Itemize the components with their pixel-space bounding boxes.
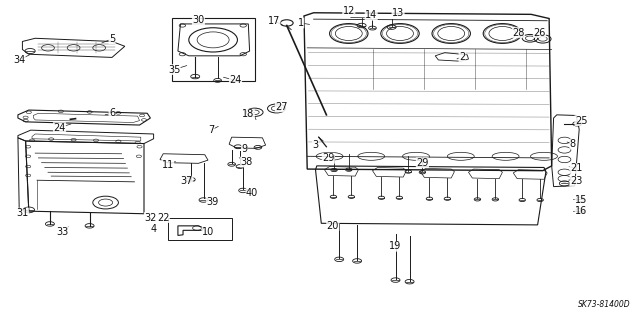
Text: 38: 38: [240, 157, 253, 167]
Text: 24: 24: [53, 122, 66, 133]
Bar: [172, 18, 255, 81]
Text: 21: 21: [570, 163, 582, 174]
Text: 16: 16: [575, 206, 588, 216]
Text: 11: 11: [161, 160, 174, 170]
Text: 9: 9: [241, 144, 248, 154]
Text: 37: 37: [180, 176, 193, 186]
Bar: [168, 218, 232, 240]
Text: 23: 23: [570, 176, 582, 186]
Text: 1: 1: [298, 18, 304, 28]
Text: 17: 17: [268, 16, 280, 26]
Text: 2: 2: [459, 52, 465, 62]
Text: 40: 40: [246, 188, 259, 198]
Text: 24: 24: [229, 75, 242, 85]
Text: 32: 32: [144, 212, 157, 223]
Text: 3: 3: [312, 140, 319, 150]
Text: 15: 15: [575, 195, 588, 205]
Text: 5: 5: [109, 34, 115, 44]
Text: 26: 26: [533, 27, 546, 38]
Text: 29: 29: [416, 158, 429, 168]
Text: 31: 31: [16, 208, 29, 218]
Text: 29: 29: [322, 153, 335, 163]
Text: 27: 27: [275, 102, 288, 112]
Text: 33: 33: [56, 227, 69, 237]
Text: 12: 12: [342, 6, 355, 16]
Text: 7: 7: [208, 125, 214, 135]
Text: 35: 35: [168, 64, 180, 75]
Text: 22: 22: [157, 212, 170, 223]
Text: 30: 30: [192, 15, 205, 25]
Text: 25: 25: [575, 115, 588, 126]
Text: 14: 14: [365, 10, 378, 20]
Text: 19: 19: [388, 241, 401, 251]
Text: 8: 8: [570, 139, 576, 149]
Text: SK73-81400D: SK73-81400D: [578, 300, 630, 309]
Text: 34: 34: [13, 55, 26, 65]
Text: 18: 18: [242, 109, 255, 119]
Text: 13: 13: [392, 8, 404, 18]
Text: 28: 28: [512, 27, 525, 38]
Text: 39: 39: [206, 197, 219, 207]
Text: 10: 10: [202, 227, 214, 237]
Text: 4: 4: [150, 224, 157, 234]
Text: 20: 20: [326, 220, 339, 231]
Text: 6: 6: [109, 108, 115, 118]
